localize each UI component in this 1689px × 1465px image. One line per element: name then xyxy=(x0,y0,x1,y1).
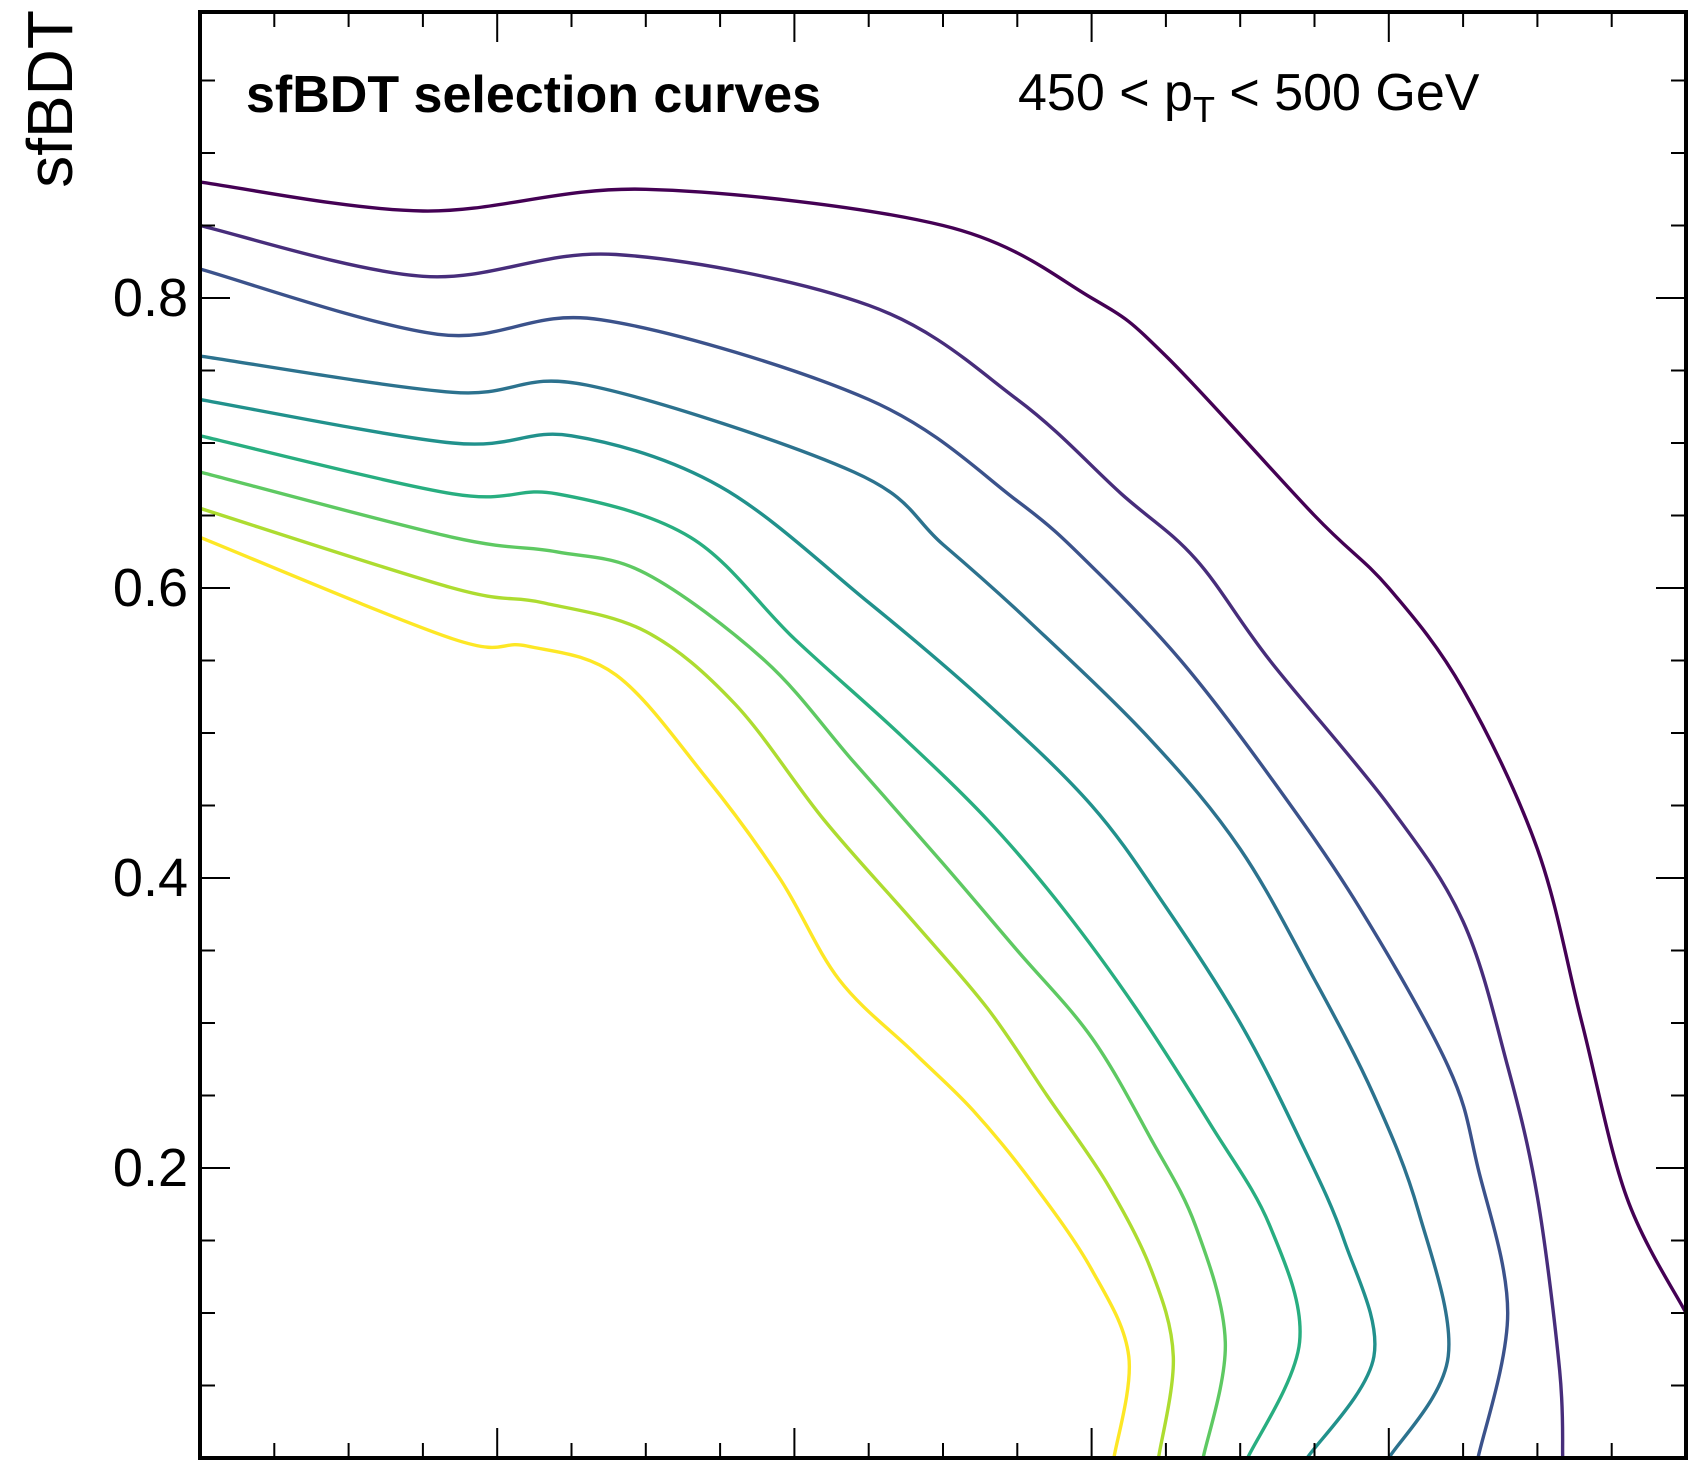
y-tick-label: 0.4 xyxy=(113,848,188,908)
subtitle-suffix: < 500 GeV xyxy=(1215,64,1480,122)
selection-curve-8 xyxy=(200,506,1176,1458)
selection-curve-4 xyxy=(200,354,1451,1458)
y-axis-label: sfBDT xyxy=(14,10,86,188)
ticks-layer: 0.2 0.4 0.6 0.8 xyxy=(113,12,1686,1458)
subtitle-prefix: 450 < p xyxy=(1018,64,1193,122)
selection-curve-2 xyxy=(200,223,1565,1458)
y-tick-label: 0.6 xyxy=(113,558,188,618)
y-tick-label: 0.8 xyxy=(113,268,188,328)
subtitle-subscript: T xyxy=(1193,89,1215,130)
selection-curve-5 xyxy=(200,397,1377,1458)
chart-title: sfBDT selection curves xyxy=(246,66,821,124)
curves-layer xyxy=(200,180,1686,1458)
chart-subtitle: 450 < pT < 500 GeV xyxy=(1018,64,1480,130)
plot-frame xyxy=(198,10,1688,1460)
y-tick-label: 0.2 xyxy=(113,1138,188,1198)
selection-curve-1 xyxy=(200,180,1686,1315)
selection-curve-6 xyxy=(200,434,1302,1458)
selection-curve-9 xyxy=(200,535,1132,1458)
selection-curve-7 xyxy=(200,470,1228,1458)
selection-curve-3 xyxy=(200,267,1510,1458)
